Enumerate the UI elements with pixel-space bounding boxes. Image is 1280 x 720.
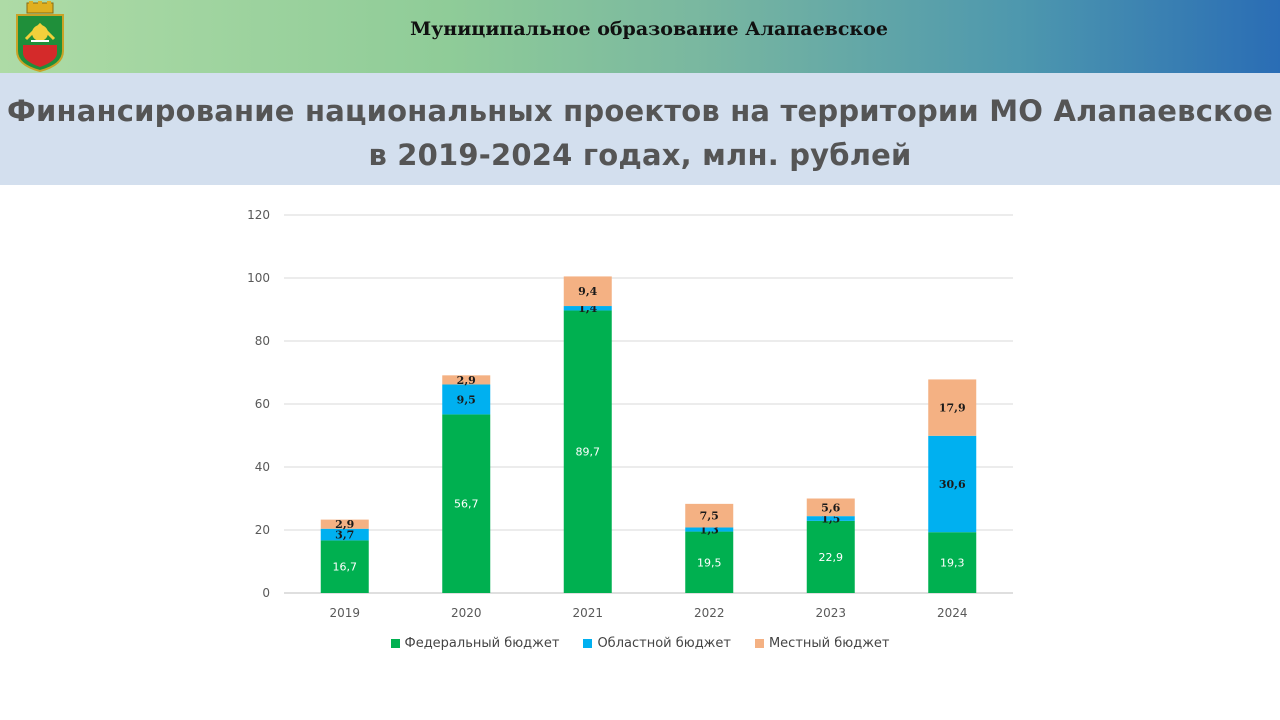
bar-segment xyxy=(806,498,855,517)
bar-segment xyxy=(685,503,734,528)
y-tick-label: 20 xyxy=(255,523,270,537)
slide-title-line-1: Финансирование национальных проектов на … xyxy=(7,94,1273,128)
legend-swatch xyxy=(754,639,764,648)
y-tick-label: 120 xyxy=(247,208,270,222)
bar-segment xyxy=(806,520,855,593)
bar-segment xyxy=(320,519,369,529)
y-tick-label: 100 xyxy=(247,271,270,285)
legend-item: Областной бюджет xyxy=(583,636,731,651)
data-label: 22,9 xyxy=(819,551,844,564)
bar-segment xyxy=(320,540,369,593)
data-label: 89,7 xyxy=(576,446,601,459)
coat-of-arms-icon xyxy=(16,1,64,73)
y-tick-label: 80 xyxy=(255,334,270,348)
data-label: 9,5 xyxy=(457,393,476,406)
data-label: 16,7 xyxy=(333,561,358,574)
bar-segment xyxy=(563,276,612,307)
data-label: 56,7 xyxy=(454,498,479,511)
x-tick-label: 2020 xyxy=(451,606,482,620)
bar-segment xyxy=(320,528,369,541)
slide-title-line-2: в 2019-2024 годах, млн. рублей xyxy=(368,138,912,172)
bar-segment xyxy=(928,379,977,436)
data-label: 9,4 xyxy=(578,285,597,298)
legend-item: Местный бюджет xyxy=(754,636,890,651)
bar-segment xyxy=(928,435,977,533)
slide-title: Финансирование национальных проектов на … xyxy=(0,89,1280,177)
bar-segment xyxy=(685,527,734,532)
x-tick-label: 2023 xyxy=(815,606,846,620)
legend-swatch xyxy=(583,639,593,648)
data-label: 19,5 xyxy=(697,556,722,569)
x-tick-label: 2019 xyxy=(329,606,360,620)
bar-segment xyxy=(685,531,734,593)
bar-segment xyxy=(928,532,977,593)
legend-swatch xyxy=(390,639,400,648)
legend-label: Местный бюджет xyxy=(768,636,890,651)
bar-segment xyxy=(563,310,612,593)
data-label: 3,7 xyxy=(335,529,354,542)
chart-legend: Федеральный бюджет Областной бюджет Местны… xyxy=(0,636,1280,652)
x-tick-label: 2024 xyxy=(937,606,968,620)
header-banner: Муниципальное образование Алапаевское xyxy=(0,0,1280,73)
data-label: 30,6 xyxy=(939,478,966,491)
bar-segment xyxy=(442,375,491,385)
municipality-title: Муниципальное образование Алапаевское xyxy=(410,18,888,40)
data-label: 19,3 xyxy=(940,557,965,570)
legend-label: Областной бюджет xyxy=(597,636,731,651)
bar-segment xyxy=(563,306,612,311)
y-tick-label: 0 xyxy=(262,586,270,600)
data-label: 2,9 xyxy=(335,518,354,531)
x-tick-label: 2022 xyxy=(694,606,725,620)
y-tick-label: 40 xyxy=(255,460,270,474)
bar-segment xyxy=(806,516,855,521)
legend-label: Федеральный бюджет xyxy=(404,636,560,651)
x-tick-label: 2021 xyxy=(572,606,603,620)
data-label: 7,5 xyxy=(700,510,719,523)
bar-segment xyxy=(442,414,491,593)
title-band: Финансирование национальных проектов на … xyxy=(0,73,1280,185)
data-label: 5,6 xyxy=(821,501,840,514)
legend-item: Федеральный бюджет xyxy=(390,636,560,651)
bar-segment xyxy=(442,384,491,415)
data-label: 17,9 xyxy=(939,402,966,415)
data-label: 2,9 xyxy=(457,374,476,387)
y-tick-label: 60 xyxy=(255,397,270,411)
